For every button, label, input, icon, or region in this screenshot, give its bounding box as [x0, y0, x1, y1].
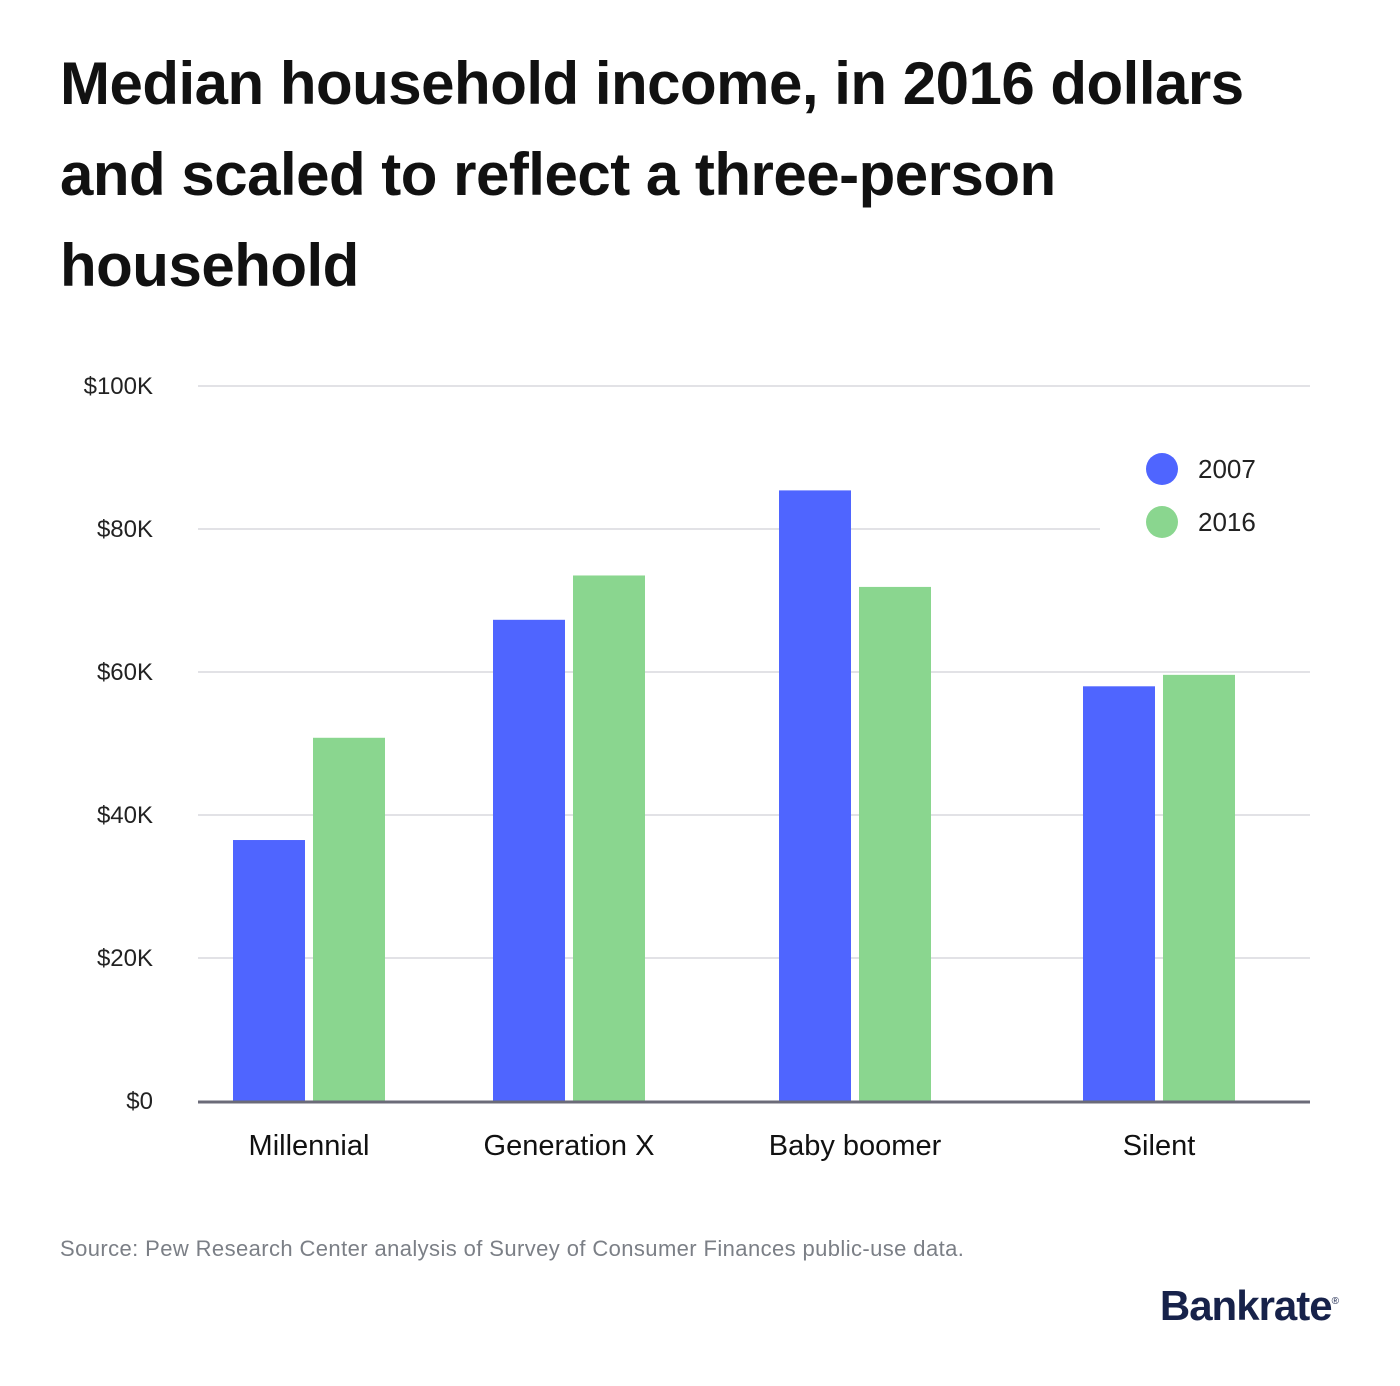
bar-2016 — [859, 586, 931, 1101]
y-tick-label: $60K — [97, 659, 153, 686]
bar-2016 — [1163, 674, 1235, 1101]
bar-2007 — [779, 490, 851, 1101]
bar-2007 — [493, 619, 565, 1101]
legend-label: 2016 — [1198, 507, 1256, 537]
x-category-label: Generation X — [484, 1130, 655, 1162]
x-category-label: Silent — [1123, 1130, 1196, 1162]
legend-swatch-2016 — [1146, 506, 1178, 538]
bars — [198, 490, 1310, 1104]
bar-2007 — [233, 840, 305, 1101]
bankrate-logo: Bankrate® — [1159, 1282, 1339, 1330]
y-axis-ticks: $0 $20K $40K $60K $80K $100K — [84, 373, 153, 1115]
x-axis-labels: Millennial Generation X Baby boomer Silent — [249, 1130, 1196, 1162]
bar-2007 — [1083, 686, 1155, 1101]
y-tick-label: $80K — [97, 516, 153, 543]
bar-chart: $0 $20K $40K $60K $80K $100K Millennial Genera… — [84, 373, 1310, 1162]
y-tick-label: $20K — [97, 945, 153, 972]
legend-label: 2007 — [1198, 454, 1256, 484]
registered-mark: ® — [1331, 1296, 1339, 1307]
bar-2016 — [573, 575, 645, 1101]
y-tick-label: $100K — [84, 373, 153, 400]
legend-swatch-2007 — [1146, 453, 1178, 485]
y-tick-label: $0 — [126, 1088, 153, 1115]
legend: 2007 2016 — [1100, 440, 1310, 540]
y-tick-label: $40K — [97, 802, 153, 829]
x-category-label: Millennial — [249, 1130, 370, 1162]
source-note: Source: Pew Research Center analysis of … — [60, 1236, 965, 1261]
bar-2016 — [313, 737, 385, 1101]
chart-title: Median household income, in 2016 dollars… — [60, 50, 1244, 299]
brand-name: Bankrate — [1159, 1282, 1333, 1329]
legend-background — [1100, 440, 1310, 540]
x-category-label: Baby boomer — [769, 1130, 942, 1162]
